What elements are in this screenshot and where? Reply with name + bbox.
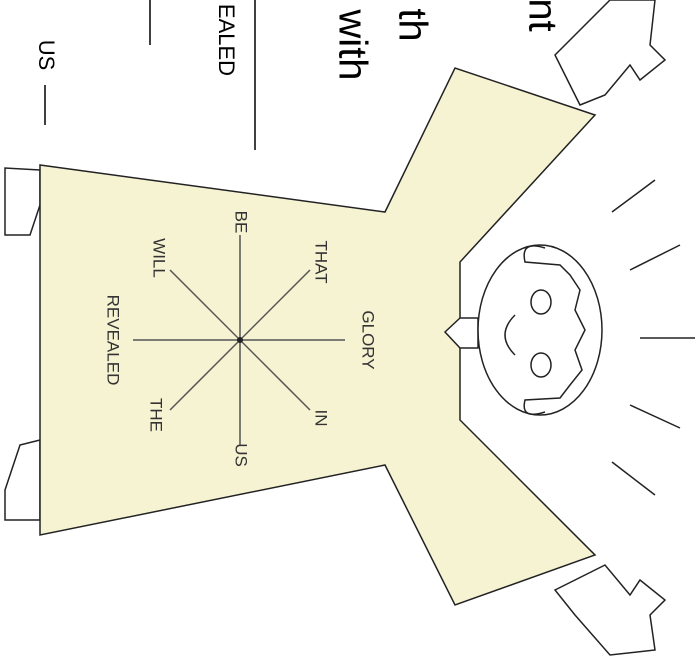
- label: BE: [232, 211, 251, 234]
- label: THAT: [312, 240, 331, 283]
- label: REVEALED: [104, 295, 123, 386]
- label: WILL: [150, 238, 169, 278]
- eye: [531, 290, 551, 314]
- eye: [531, 353, 551, 377]
- hand: [555, 0, 665, 105]
- label: THE: [147, 398, 166, 432]
- label: GLORY: [359, 310, 378, 369]
- foot: [5, 168, 40, 235]
- label: US: [232, 443, 251, 467]
- label: US: [34, 40, 59, 71]
- label: nt: [520, 0, 564, 32]
- hand: [555, 565, 665, 655]
- foot: [5, 440, 40, 520]
- star-center: [237, 337, 243, 343]
- worksheet: nt thwith EALED US GLORY THAT BE WILL REVEALED T…: [0, 0, 699, 662]
- label: EALED: [214, 4, 239, 76]
- label: with: [330, 8, 374, 80]
- rays: [612, 180, 695, 495]
- head: [478, 245, 602, 415]
- label: IN: [312, 410, 331, 427]
- label: th: [390, 8, 434, 41]
